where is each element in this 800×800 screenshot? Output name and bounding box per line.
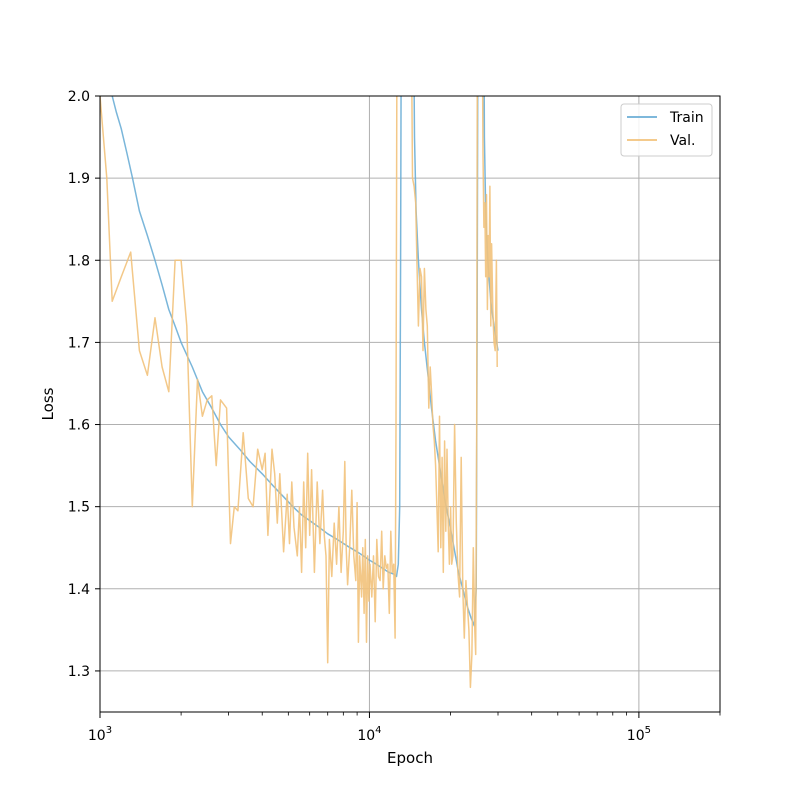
axis-ticks: 1.3 1.4 1.5 1.6 1.7 1.8 1.9 2.0 103 104 105 [68, 89, 651, 744]
plot-frame [99, 95, 721, 713]
y-tick-label: 1.5 [68, 500, 90, 516]
y-tick-label: 1.9 [68, 171, 90, 187]
x-minor-ticks [180, 712, 721, 716]
y-tick-label: 1.6 [68, 418, 90, 434]
legend-label-train: Train [669, 110, 704, 126]
legend-label-val: Val. [670, 133, 695, 149]
legend: Train Val. [620, 103, 713, 157]
x-tick-label: 104 [357, 725, 381, 744]
x-axis-label: Epoch [387, 749, 433, 767]
x-tick-label: 103 [88, 725, 112, 744]
y-tick-label: 1.3 [68, 664, 90, 680]
y-tick-label: 1.7 [68, 335, 90, 351]
x-tick-label: 105 [627, 725, 651, 744]
series-line-val [100, 96, 498, 689]
y-tick-label: 2.0 [68, 89, 90, 105]
series-group [100, 96, 499, 689]
y-tick-label: 1.4 [68, 582, 90, 598]
y-axis-label: Loss [39, 387, 57, 420]
y-tick-label: 1.8 [68, 253, 90, 269]
